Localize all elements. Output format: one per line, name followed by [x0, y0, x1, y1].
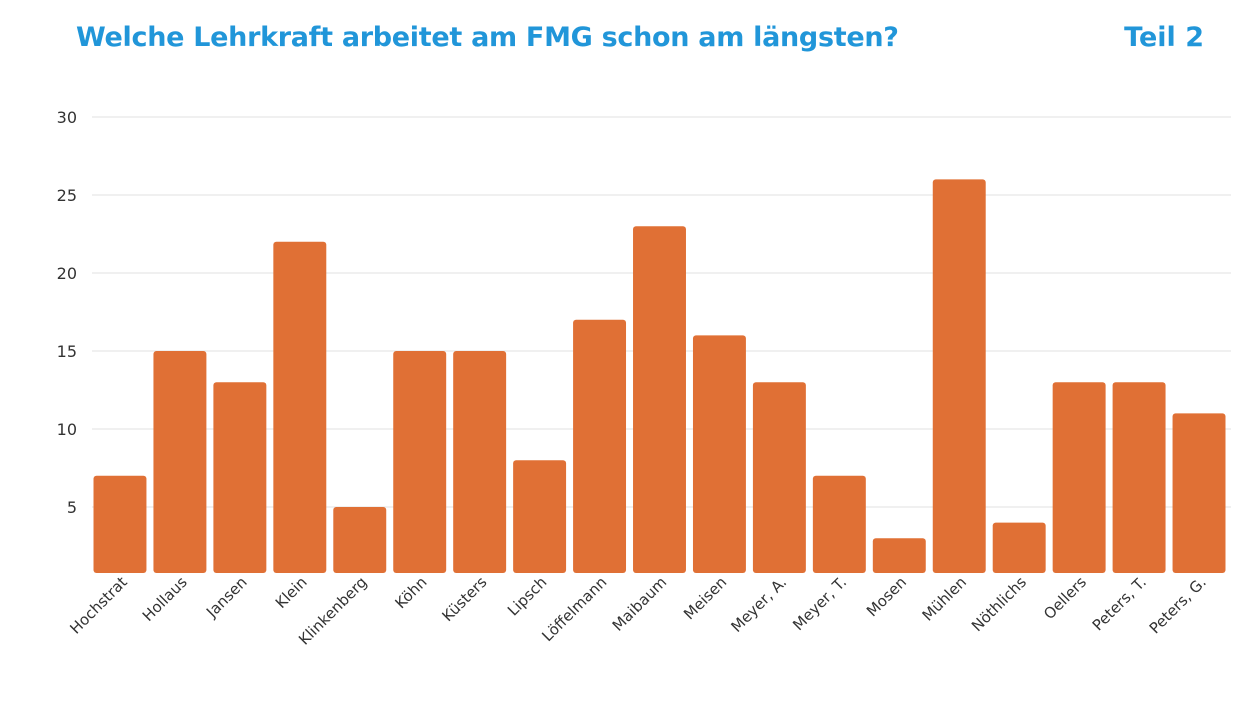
x-category-label: Hochstrat: [66, 573, 131, 638]
x-category-label: Klein: [272, 573, 311, 612]
bar: [93, 475, 147, 573]
y-tick-label: 10: [57, 420, 77, 439]
bar: [872, 538, 926, 573]
bar: [573, 319, 627, 573]
bars: [93, 179, 1226, 574]
x-category-label: Löffelmann: [538, 573, 610, 645]
bar: [1112, 382, 1166, 573]
bar: [692, 335, 746, 573]
y-tick-label: 20: [57, 264, 77, 283]
chart-title: Welche Lehrkraft arbeitet am FMG schon a…: [76, 22, 899, 53]
x-category-label: Mühlen: [919, 573, 971, 625]
bar: [932, 179, 986, 573]
bar: [812, 475, 866, 573]
bar: [633, 226, 686, 573]
bar: [992, 522, 1046, 573]
bar: [453, 351, 507, 573]
x-category-label: Mosen: [863, 573, 910, 620]
bar: [273, 241, 327, 574]
bar: [513, 460, 567, 573]
bar: [752, 382, 806, 573]
y-tick-label: 5: [67, 498, 77, 517]
x-category-label: Maibaum: [609, 573, 671, 635]
x-category-label: Meyer, A.: [727, 573, 790, 636]
x-category-label: Peters, T.: [1089, 573, 1150, 634]
bar: [333, 507, 387, 573]
x-category-label: Meisen: [680, 573, 730, 623]
x-category-label: Köhn: [391, 573, 430, 612]
y-tick-label: 25: [57, 186, 77, 205]
part-label: Teil 2: [1124, 22, 1204, 53]
x-category-label: Meyer, T.: [789, 573, 850, 634]
x-category-label: Nöthlichs: [968, 573, 1030, 635]
x-category-label: Jansen: [202, 573, 251, 622]
y-tick-label: 30: [57, 108, 77, 127]
bar: [1172, 413, 1226, 573]
y-tick-label: 15: [57, 342, 77, 361]
chart-header: Welche Lehrkraft arbeitet am FMG schon a…: [0, 0, 1250, 90]
x-category-label: Hollaus: [139, 573, 191, 625]
x-category-label: Küsters: [439, 573, 491, 625]
bar: [393, 351, 447, 573]
x-category-label: Oellers: [1040, 573, 1090, 623]
bar: [1052, 382, 1106, 573]
bar: [153, 351, 207, 573]
x-category-label: Lipsch: [504, 573, 550, 619]
bar: [213, 382, 267, 573]
y-axis-ticks: 5 10 15 20 25 30: [57, 108, 77, 517]
x-category-label: Peters, G.: [1146, 573, 1210, 637]
